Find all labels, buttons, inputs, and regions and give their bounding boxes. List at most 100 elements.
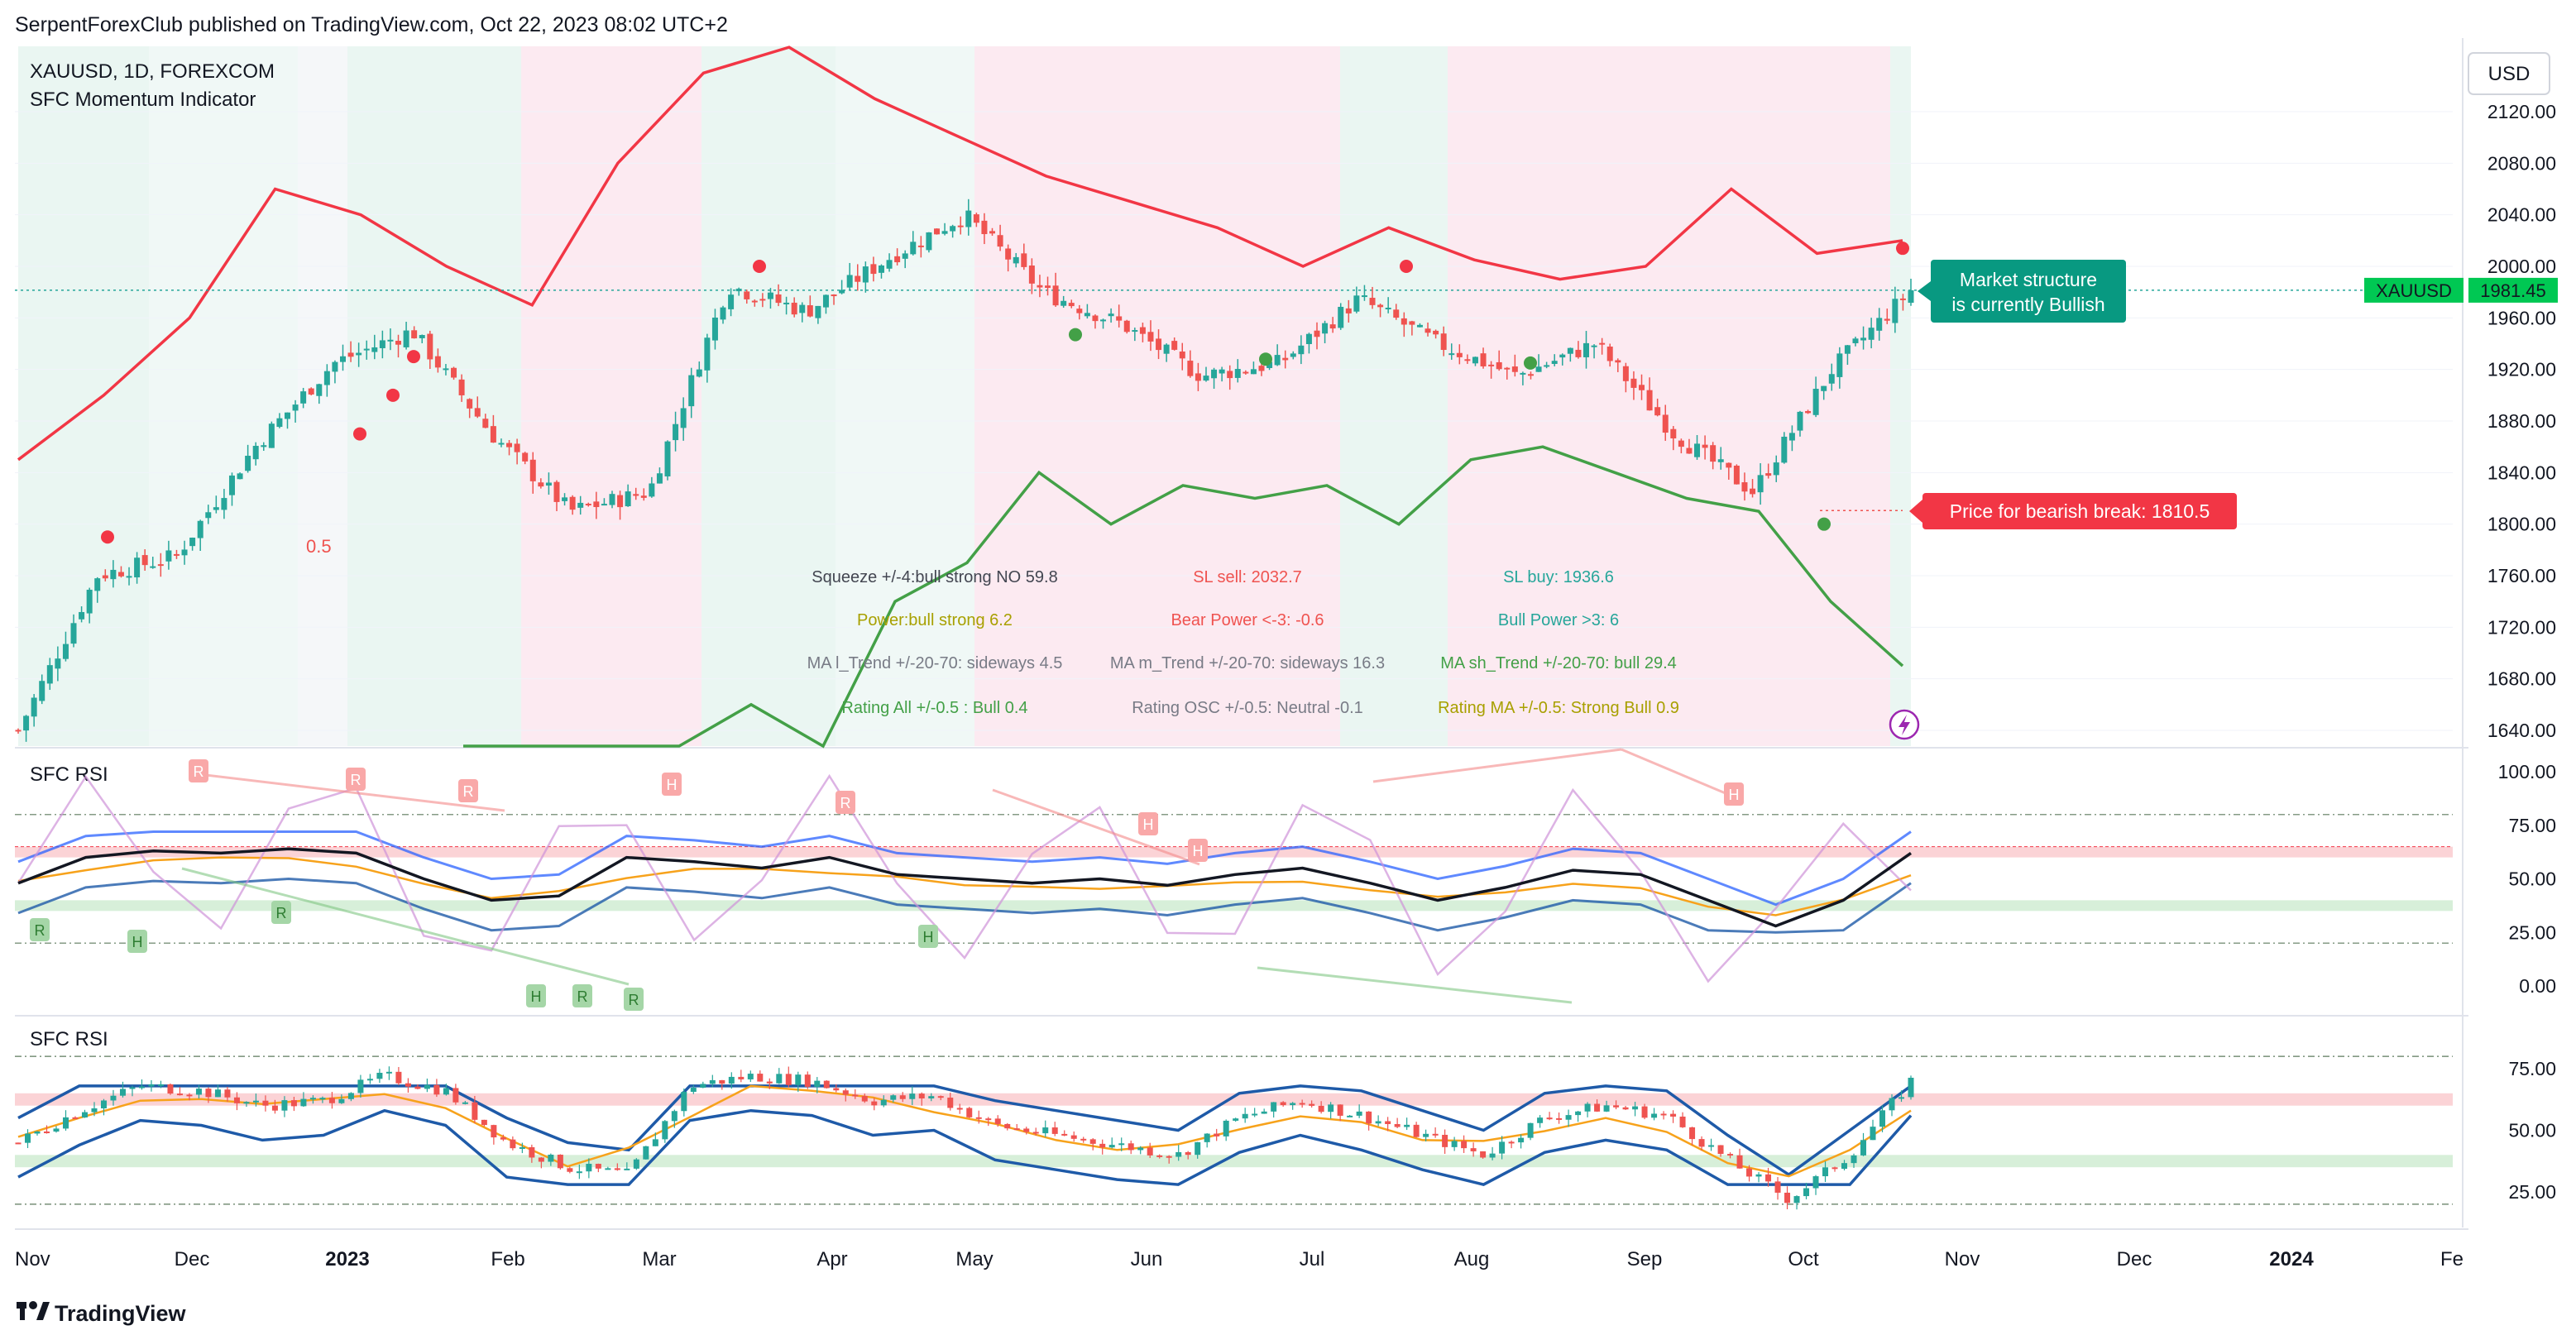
stop-sell-line xyxy=(17,45,1903,462)
candle-body xyxy=(1353,295,1360,312)
signal-marker-letter: R xyxy=(351,772,362,788)
rsi-candle-body xyxy=(1356,1111,1362,1116)
last-price-tag xyxy=(2468,277,2558,303)
rsi-candle-body xyxy=(309,1098,316,1100)
rsi-candle-body xyxy=(662,1121,668,1140)
rsi-candle-body xyxy=(1366,1111,1372,1124)
candle-body xyxy=(1559,354,1566,358)
price-tick-label: 1880.00 xyxy=(2487,410,2556,432)
rsi-tick-label: 0.00 xyxy=(2519,975,2556,997)
signal-marker xyxy=(1138,812,1158,835)
rsi-tick-label: 25.00 xyxy=(2508,1181,2556,1203)
rsi-candle-body xyxy=(747,1074,754,1079)
candle-body xyxy=(1582,342,1589,357)
rsi-candle-body xyxy=(1651,1113,1658,1118)
time-axis[interactable]: Nov Dec 2023 Feb Mar Apr May Jun Jul Aug Sep Oct Nov… xyxy=(15,1248,2463,1270)
trend-zone xyxy=(1890,46,1911,746)
rsi-candle-body xyxy=(110,1095,117,1101)
currency-label[interactable]: USD xyxy=(2488,63,2531,85)
candle-body xyxy=(371,347,378,352)
symbol-label[interactable]: XAUUSD, 1D, FOREXCOM xyxy=(30,60,275,83)
signal-marker xyxy=(918,925,938,948)
rsi-candle-body xyxy=(1309,1103,1315,1106)
rsi-ma-line xyxy=(17,856,1912,916)
candle-body xyxy=(839,289,845,294)
candle-body xyxy=(1448,353,1455,356)
candle-body xyxy=(831,294,837,297)
candle-body xyxy=(997,235,1003,247)
signal-marker xyxy=(189,759,208,782)
candle-body xyxy=(744,291,750,299)
price-tick-label: 1640.00 xyxy=(2487,720,2556,741)
candle-body xyxy=(1139,327,1146,334)
rsi-candle-body xyxy=(62,1117,69,1129)
trend-zone xyxy=(149,46,298,746)
rsi-candle-body xyxy=(1698,1139,1705,1147)
rsi-candle-body xyxy=(1736,1155,1743,1169)
candle-body xyxy=(1812,389,1819,415)
candle-body xyxy=(522,452,529,462)
rsi-candle-body xyxy=(186,1094,193,1097)
signal-marker xyxy=(1188,839,1208,862)
rsi-candle-body xyxy=(1423,1133,1429,1137)
rsi-candle-body xyxy=(1347,1115,1353,1117)
candle-body xyxy=(1171,341,1178,350)
rsi-candle-body xyxy=(385,1071,392,1074)
candle-body xyxy=(458,379,465,395)
signal-marker xyxy=(1724,782,1744,806)
candle-body xyxy=(1195,373,1201,381)
candle-body xyxy=(1305,333,1312,344)
rsi-candle-body xyxy=(766,1081,773,1084)
candle-body xyxy=(1219,369,1225,374)
candle-body xyxy=(759,299,766,301)
candle-body xyxy=(1211,369,1218,379)
signal-marker-letter: R xyxy=(463,783,474,800)
candle-body xyxy=(1440,333,1447,351)
lightning-icon-bolt xyxy=(1898,715,1910,735)
candle-body xyxy=(1028,266,1035,284)
candle-body xyxy=(1788,433,1795,441)
rsi-candle-body xyxy=(1613,1105,1620,1108)
price-axis[interactable]: 2120.00 2080.00 2040.00 2000.00 1960.00 1920.… xyxy=(15,101,2556,741)
rsi-candle-body xyxy=(1070,1135,1077,1139)
rsi-candle-body xyxy=(576,1171,582,1174)
table-cell: Bull Power >3: 6 xyxy=(1498,611,1619,629)
bearish-callout-text: Price for bearish break: 1810.5 xyxy=(1950,500,2210,522)
candle-body xyxy=(633,494,639,496)
currency-box[interactable]: USD xyxy=(2468,52,2550,95)
candle-body xyxy=(308,388,314,395)
rsi-candle-body xyxy=(424,1084,430,1089)
candle-body xyxy=(1147,332,1154,342)
time-axis-label: Mar xyxy=(642,1248,676,1270)
candle-body xyxy=(1527,374,1534,376)
rsi-candle-body xyxy=(443,1088,449,1095)
rsi-candle-body xyxy=(1632,1106,1639,1110)
rsi-candle-body xyxy=(966,1108,973,1117)
candle-body xyxy=(1908,289,1914,304)
indicator-table: Squeeze +/-4:bull strong NO 59.8 Power:bu… xyxy=(807,568,1920,740)
rsi-upper-band xyxy=(17,830,1912,907)
candle-body xyxy=(1187,361,1194,376)
candle-body xyxy=(387,339,394,342)
rsi-candle-body xyxy=(1708,1145,1715,1147)
candle-body xyxy=(894,256,901,263)
pivot-value-label: 0.5 xyxy=(306,536,332,557)
bearish-callout-pointer xyxy=(1909,500,1922,523)
candle-body xyxy=(79,611,85,620)
rsi-candle-body xyxy=(538,1157,544,1162)
candle-body xyxy=(529,459,536,481)
candle-body xyxy=(1084,313,1090,317)
indicator-label[interactable]: SFC Momentum Indicator xyxy=(30,89,256,111)
candle-body xyxy=(292,404,299,411)
rsi-candle-body xyxy=(719,1079,725,1084)
candle-body xyxy=(775,294,782,304)
bearish-callout xyxy=(1922,493,2237,529)
footer-brand[interactable]: TradingView xyxy=(17,1301,187,1326)
time-axis-label: May xyxy=(955,1248,993,1270)
candle-body xyxy=(696,369,702,377)
pane-frames xyxy=(15,38,2468,1230)
pane-title: SFC RSI xyxy=(30,763,108,786)
legend[interactable]: XAUUSD, 1D, FOREXCOM SFC Momentum Indica… xyxy=(30,60,275,111)
candle-body xyxy=(735,289,742,292)
